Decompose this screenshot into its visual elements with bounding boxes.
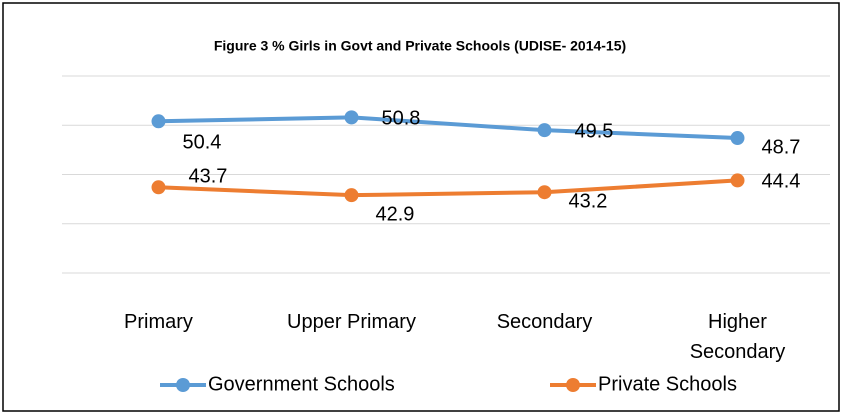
x-tick-label: Upper Primary bbox=[287, 311, 416, 333]
data-label: 43.2 bbox=[569, 191, 608, 213]
legend-label: Private Schools bbox=[598, 373, 737, 395]
data-label: 42.9 bbox=[376, 203, 415, 225]
x-tick-label: Primary bbox=[124, 311, 193, 333]
legend-label: Government Schools bbox=[208, 373, 395, 395]
series-line bbox=[158, 178, 738, 198]
data-label: 49.5 bbox=[575, 120, 614, 142]
chart-border bbox=[2, 2, 840, 412]
point bbox=[537, 185, 552, 200]
data-label: 44.4 bbox=[762, 171, 801, 193]
point bbox=[151, 114, 166, 129]
chart-title: Figure 3 % Girls in Govt and Private Sch… bbox=[214, 38, 626, 54]
x-tick-label: Higher Secondary bbox=[689, 311, 786, 363]
point bbox=[344, 188, 359, 203]
data-label: 48.7 bbox=[762, 136, 801, 158]
data-label: 43.7 bbox=[189, 166, 228, 188]
legend-marker bbox=[566, 378, 580, 392]
data-label: 50.8 bbox=[382, 108, 421, 130]
legend-marker bbox=[176, 378, 190, 392]
data-label: 50.4 bbox=[183, 132, 222, 154]
point bbox=[537, 123, 552, 138]
point bbox=[730, 131, 745, 146]
x-tick-label: Secondary bbox=[496, 311, 593, 333]
series-line bbox=[158, 115, 738, 141]
point bbox=[344, 110, 359, 125]
point bbox=[151, 180, 166, 195]
point bbox=[730, 173, 745, 188]
